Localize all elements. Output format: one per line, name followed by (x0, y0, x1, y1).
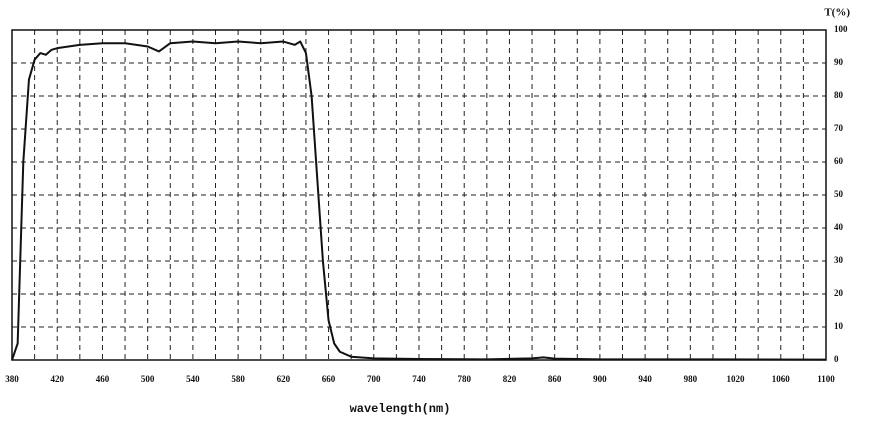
x-tick-label: 1060 (772, 374, 791, 384)
y-tick-label: 0 (834, 354, 839, 364)
x-tick-label: 900 (593, 374, 607, 384)
y-tick-label: 70 (834, 123, 844, 133)
x-tick-label: 940 (638, 374, 652, 384)
x-tick-label: 540 (186, 374, 200, 384)
x-tick-label: 740 (412, 374, 426, 384)
y-tick-label: 60 (834, 156, 844, 166)
y-tick-label: 90 (834, 57, 844, 67)
x-tick-label: 700 (367, 374, 381, 384)
y-tick-label: 20 (834, 288, 844, 298)
x-tick-label: 860 (548, 374, 562, 384)
data-line (11, 40, 827, 361)
x-tick-label: 500 (141, 374, 155, 384)
x-tick-label: 660 (322, 374, 336, 384)
x-axis-label: wavelength(nm) (350, 402, 451, 416)
x-tick-label: 820 (503, 374, 517, 384)
y-tick-label: 100 (834, 24, 848, 34)
x-tick-label: 780 (457, 374, 471, 384)
y-axis-label: T(%) (824, 7, 850, 19)
y-tick-label: 50 (834, 189, 844, 199)
y-tick-label: 10 (834, 321, 844, 331)
x-tick-label: 420 (50, 374, 64, 384)
x-tick-label: 580 (231, 374, 245, 384)
x-tick-label: 620 (277, 374, 291, 384)
x-tick-label: 460 (96, 374, 110, 384)
y-tick-label: 40 (834, 222, 844, 232)
x-tick-label: 980 (684, 374, 698, 384)
y-tick-label: 80 (834, 90, 844, 100)
x-tick-label: 1100 (817, 374, 835, 384)
y-tick-label: 30 (834, 255, 844, 265)
x-tick-label: 380 (5, 374, 19, 384)
x-tick-label: 1020 (727, 374, 746, 384)
